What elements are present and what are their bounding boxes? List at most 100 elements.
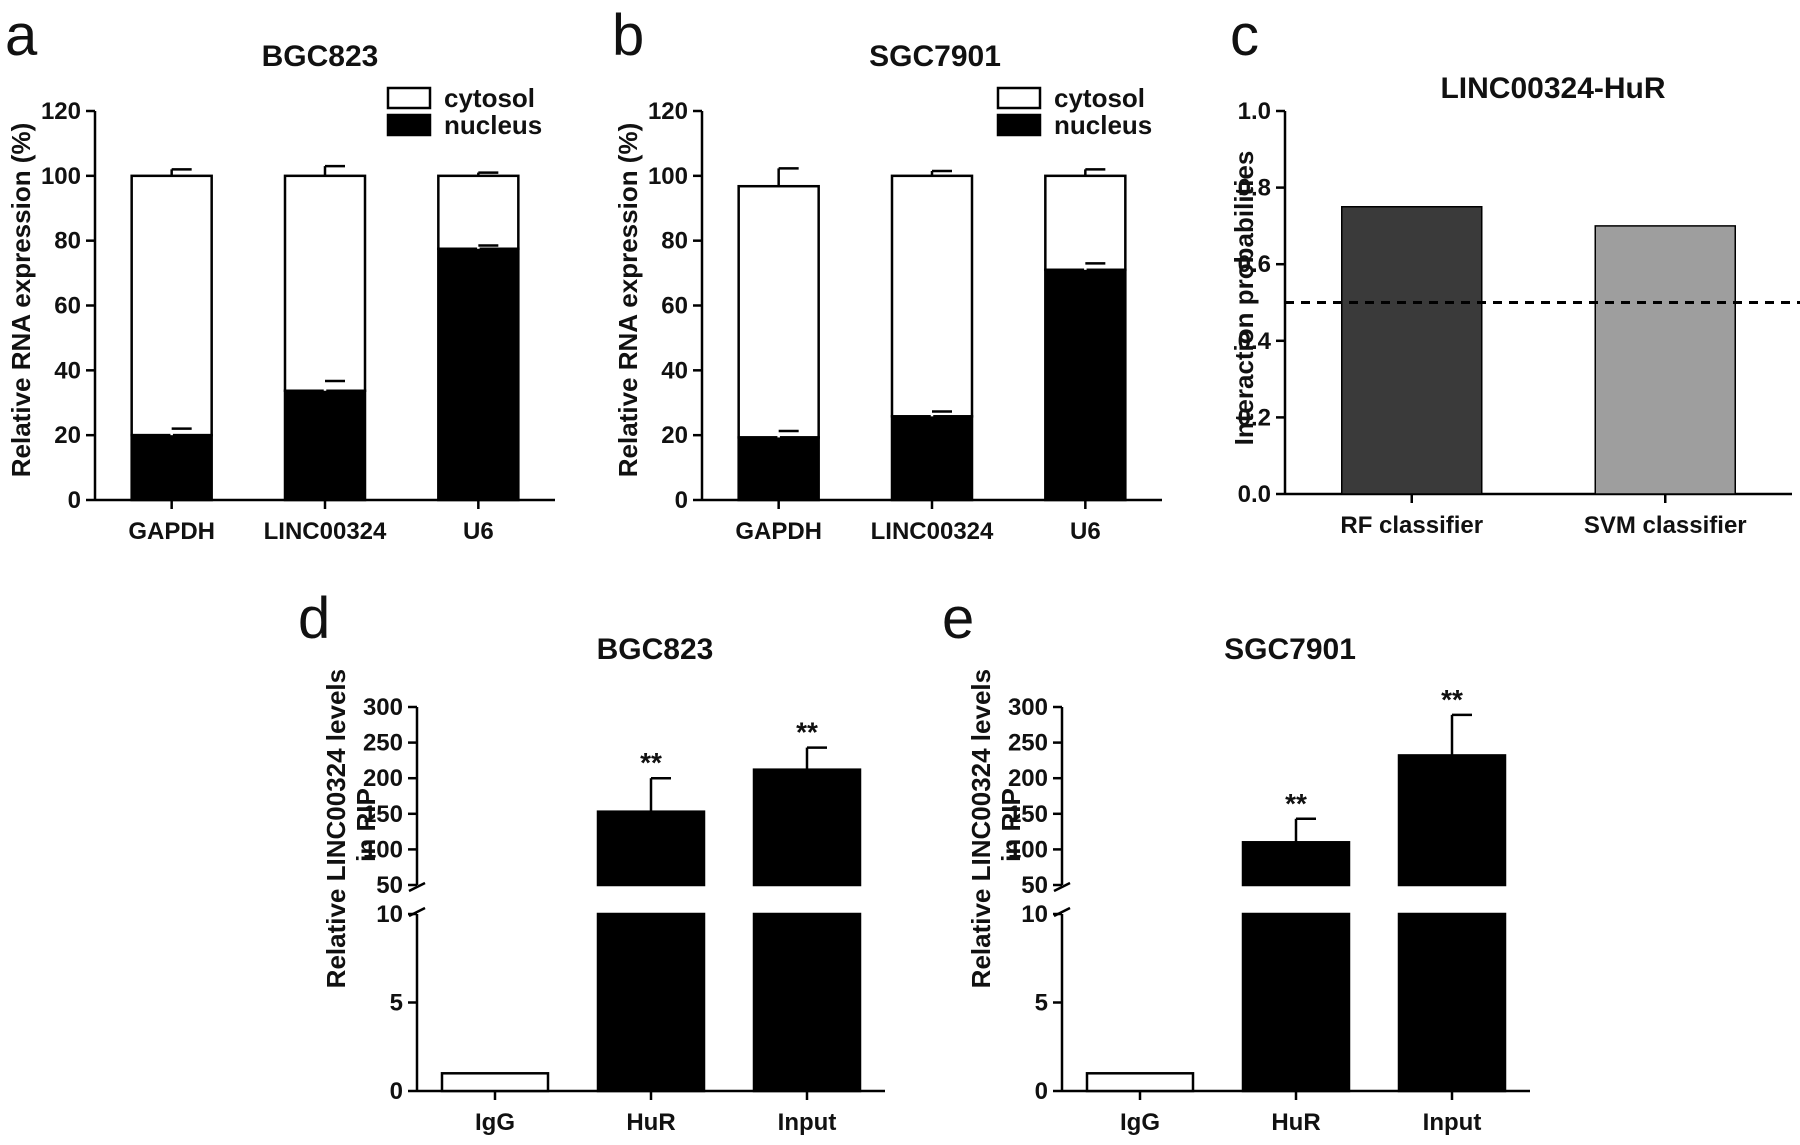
y-tick-label: 0.6 xyxy=(1238,251,1271,278)
legend-swatch-cytosol xyxy=(996,86,1042,110)
bar-upper-segment xyxy=(1397,754,1507,887)
y-tick-label: 0.8 xyxy=(1238,175,1271,202)
bar-lower-segment xyxy=(752,912,862,1093)
legend-label-nucleus: nucleus xyxy=(1054,110,1152,140)
y-tick-label: 1.0 xyxy=(1238,98,1271,125)
y-tick-label: 60 xyxy=(54,293,81,320)
legend-label-nucleus: nucleus xyxy=(444,110,542,140)
x-tick-label: Input xyxy=(1423,1109,1482,1136)
y-tick-label: 5 xyxy=(1035,990,1048,1017)
y-tick-label: 200 xyxy=(363,765,403,792)
bar-lower-segment xyxy=(1241,912,1351,1093)
y-axis-label-d-line1: Relative LINC00324 levels xyxy=(321,669,351,988)
x-tick-label: IgG xyxy=(475,1109,515,1136)
chart-title-a: BGC823 xyxy=(262,40,379,73)
bar-nucleus xyxy=(737,436,820,502)
bar-cytosol xyxy=(437,174,520,251)
y-axis-label-d: Relative LINC00324 levels in RIP xyxy=(321,662,381,989)
legend-swatch-cytosol xyxy=(386,86,432,110)
y-tick-label: 20 xyxy=(661,422,688,449)
bar-nucleus xyxy=(283,389,367,502)
panel-letter-a: a xyxy=(5,3,38,68)
x-tick-label: U6 xyxy=(1070,518,1101,545)
y-tick-label: 0.2 xyxy=(1238,404,1271,431)
y-tick-label: 0.4 xyxy=(1238,328,1272,355)
chart-title-e: SGC7901 xyxy=(1224,633,1356,666)
y-axis-label-b: Relative RNA expression (%) xyxy=(613,123,643,477)
y-tick-label: 80 xyxy=(661,228,688,255)
plot-a: 0 20 40 60 80 100 120 GAPDH LINC00324 U6 cytosolnu… xyxy=(41,83,555,545)
y-tick-label: 20 xyxy=(54,422,81,449)
legend-label-cytosol: cytosol xyxy=(444,83,535,113)
y-axis-label-c: Interaction probabilities xyxy=(1229,151,1259,446)
y-tick-label: 5 xyxy=(390,990,403,1017)
y-tick-label: 300 xyxy=(363,694,403,721)
y-axis-label-d-line2: in RIP xyxy=(351,788,381,862)
bar-upper-segment xyxy=(596,810,706,887)
bar xyxy=(440,1072,550,1093)
y-axis-label-e-line1: Relative LINC00324 levels xyxy=(966,669,996,988)
bar-nucleus xyxy=(437,247,520,502)
bar-cytosol xyxy=(1044,174,1127,272)
y-tick-label: 250 xyxy=(363,730,403,757)
bar-lower-segment xyxy=(1397,912,1507,1093)
panel-letter-c: c xyxy=(1230,3,1259,68)
significance-marker: ** xyxy=(1441,684,1463,715)
bar-nucleus xyxy=(890,415,974,502)
significance-marker: ** xyxy=(796,717,818,748)
axis-break-mark-upper xyxy=(1053,881,1071,893)
y-tick-label: 120 xyxy=(41,98,81,125)
y-tick-label: 10 xyxy=(1021,901,1048,928)
y-tick-label: 120 xyxy=(648,98,688,125)
bar-upper-segment xyxy=(1241,841,1351,887)
y-tick-label: 0 xyxy=(68,487,81,514)
bar-cytosol xyxy=(890,174,974,418)
bar-nucleus xyxy=(1044,268,1127,502)
panel-letter-b: b xyxy=(612,3,644,68)
y-axis-label-e-line2: in RIP xyxy=(996,788,1026,862)
bar xyxy=(1594,225,1736,495)
bar xyxy=(1085,1072,1195,1093)
axis-break-mark-upper xyxy=(408,881,426,893)
panel-letter-e: e xyxy=(942,586,974,651)
y-tick-label: 0 xyxy=(390,1078,403,1105)
y-tick-label: 300 xyxy=(1008,694,1048,721)
legend-swatch-nucleus xyxy=(386,113,432,137)
x-tick-label: GAPDH xyxy=(128,518,215,545)
y-tick-label: 60 xyxy=(661,293,688,320)
plot-c: 0.0 0.2 0.4 0.6 0.8 1.0 RF classifier SVM class… xyxy=(1238,98,1800,539)
y-tick-label: 150 xyxy=(1008,801,1048,828)
y-tick-label: 150 xyxy=(363,801,403,828)
x-tick-label: LINC00324 xyxy=(871,518,994,545)
bar-cytosol xyxy=(737,184,820,439)
y-tick-label: 50 xyxy=(1021,872,1048,899)
legend-swatch-nucleus xyxy=(996,113,1042,137)
x-tick-label: RF classifier xyxy=(1340,512,1483,539)
y-tick-label: 0 xyxy=(675,487,688,514)
plot-b: 0 20 40 60 80 100 120 GAPDH LINC00324 U6 cytosolnu… xyxy=(648,83,1162,545)
y-tick-label: 100 xyxy=(41,163,81,190)
y-tick-label: 80 xyxy=(54,228,81,255)
x-tick-label: LINC00324 xyxy=(264,518,387,545)
x-tick-label: Input xyxy=(778,1109,837,1136)
y-axis-label-e: Relative LINC00324 levels in RIP xyxy=(966,662,1026,989)
bar-nucleus xyxy=(130,433,213,502)
chart-title-b: SGC7901 xyxy=(869,40,1001,73)
chart-title-d: BGC823 xyxy=(597,633,714,666)
chart-title-c: LINC00324-HuR xyxy=(1440,72,1665,105)
x-tick-label: HuR xyxy=(626,1109,675,1136)
y-tick-label: 100 xyxy=(1008,836,1048,863)
significance-marker: ** xyxy=(640,747,662,778)
significance-marker: ** xyxy=(1285,788,1307,819)
y-tick-label: 50 xyxy=(376,872,403,899)
bar xyxy=(1341,206,1483,495)
y-tick-label: 40 xyxy=(54,357,81,384)
y-tick-label: 0.0 xyxy=(1238,481,1271,508)
y-tick-label: 250 xyxy=(1008,730,1048,757)
y-tick-label: 100 xyxy=(648,163,688,190)
bar-lower-segment xyxy=(596,912,706,1093)
x-tick-label: HuR xyxy=(1271,1109,1320,1136)
